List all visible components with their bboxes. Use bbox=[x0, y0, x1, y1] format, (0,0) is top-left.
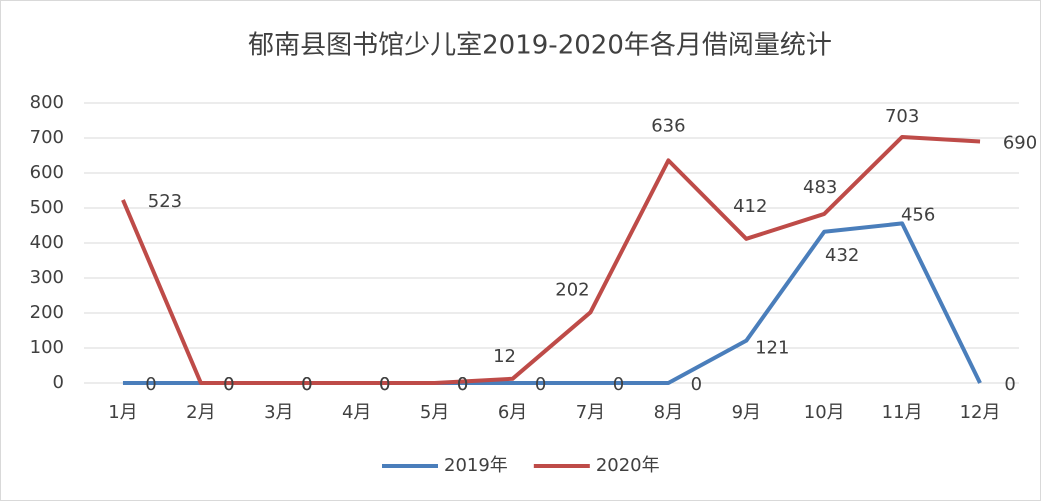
y-tick-label: 500 bbox=[30, 197, 64, 218]
data-label: 483 bbox=[803, 177, 837, 198]
data-label: 0 bbox=[301, 374, 312, 395]
chart-title: 郁南县图书馆少儿室2019-2020年各月借阅量统计 bbox=[248, 31, 832, 61]
data-label: 523 bbox=[148, 191, 182, 212]
x-tick-label: 1月 bbox=[108, 402, 137, 423]
data-label: 12 bbox=[493, 346, 516, 367]
x-tick-label: 2月 bbox=[186, 402, 215, 423]
x-tick-label: 5月 bbox=[420, 402, 449, 423]
data-label: 690 bbox=[1003, 133, 1037, 154]
data-label: 0 bbox=[1004, 374, 1015, 395]
data-label: 0 bbox=[301, 374, 312, 395]
x-tick-label: 4月 bbox=[342, 402, 371, 423]
x-tick-label: 9月 bbox=[732, 402, 761, 423]
x-tick-label: 8月 bbox=[654, 402, 683, 423]
data-label: 636 bbox=[651, 115, 685, 136]
data-label: 0 bbox=[613, 374, 624, 395]
data-label: 0 bbox=[379, 374, 390, 395]
x-tick-label: 6月 bbox=[498, 402, 527, 423]
x-tick-label: 12月 bbox=[960, 402, 1001, 423]
data-label: 0 bbox=[223, 374, 234, 395]
data-label: 121 bbox=[755, 338, 789, 359]
y-tick-label: 800 bbox=[30, 92, 64, 113]
y-tick-label: 100 bbox=[30, 337, 64, 358]
line-series bbox=[121, 134, 981, 385]
y-tick-label: 400 bbox=[30, 232, 64, 253]
legend-label: 2019年 bbox=[444, 455, 508, 476]
y-tick-label: 200 bbox=[30, 302, 64, 323]
data-label: 0 bbox=[223, 374, 234, 395]
y-tick-label: 600 bbox=[30, 162, 64, 183]
data-label: 412 bbox=[733, 196, 767, 217]
data-label: 432 bbox=[825, 245, 859, 266]
y-tick-label: 700 bbox=[30, 127, 64, 148]
data-label: 0 bbox=[457, 374, 468, 395]
y-tick-label: 300 bbox=[30, 267, 64, 288]
data-label: 0 bbox=[457, 374, 468, 395]
data-label: 0 bbox=[145, 374, 156, 395]
x-tick-label: 11月 bbox=[882, 402, 923, 423]
data-label: 703 bbox=[885, 106, 919, 127]
x-tick-label: 7月 bbox=[576, 402, 605, 423]
x-tick-label: 3月 bbox=[264, 402, 293, 423]
x-tick-label: 10月 bbox=[804, 402, 845, 423]
data-label: 0 bbox=[535, 374, 546, 395]
legend-label: 2020年 bbox=[596, 455, 660, 476]
data-label: 0 bbox=[379, 374, 390, 395]
y-tick-label: 0 bbox=[53, 372, 64, 393]
data-label: 0 bbox=[691, 374, 702, 395]
data-label: 202 bbox=[555, 279, 589, 300]
data-label: 456 bbox=[901, 204, 935, 225]
